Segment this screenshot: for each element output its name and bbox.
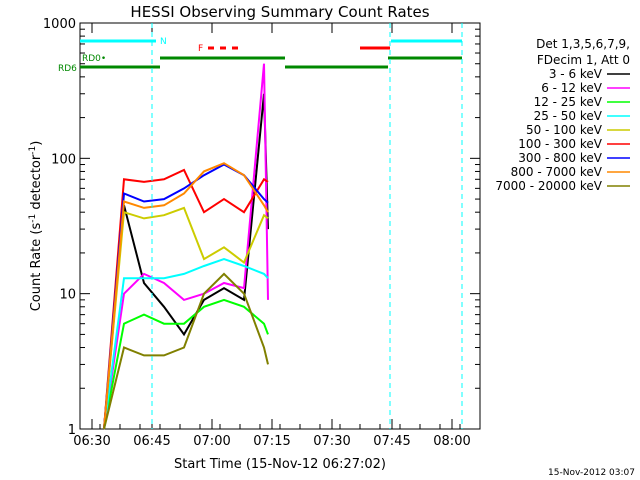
legend-header-1: Det 1,3,5,6,7,9, — [536, 37, 630, 51]
series-group — [103, 63, 269, 430]
legend-label: 50 - 100 keV — [526, 123, 603, 137]
marker-label: N — [160, 37, 167, 47]
legend-label: 6 - 12 keV — [541, 81, 603, 95]
series-line — [103, 168, 269, 430]
legend-label: 12 - 25 keV — [534, 95, 603, 109]
legend-label: 300 - 800 keV — [518, 151, 602, 165]
marker-label: RD0• — [82, 54, 106, 64]
plot-area — [79, 22, 481, 430]
legend-label: 100 - 300 keV — [518, 137, 602, 151]
plot-frame — [79, 22, 481, 430]
series-line — [103, 258, 269, 430]
legend-header-2: FDecim 1, Att 0 — [537, 53, 630, 67]
y-axis: 1 10 100 1000 — [43, 17, 480, 438]
status-markers: N F RD0• RD6 — [58, 23, 463, 429]
legend-label: 800 - 7000 keV — [511, 165, 603, 179]
x-tick-label: 08:00 — [433, 434, 470, 449]
y-tick-label: 1 — [68, 423, 76, 438]
x-tick-label: 07:30 — [313, 434, 350, 449]
y-tick-label: 1000 — [43, 17, 76, 32]
series-line — [103, 298, 269, 430]
footer-date: 15-Nov-2012 03:07 — [548, 468, 635, 478]
y-axis-title: Count Rate (s-1 detector-1) — [28, 141, 44, 312]
y-tick-label: 10 — [59, 288, 76, 303]
series-line — [103, 63, 269, 430]
series-line — [103, 206, 269, 430]
marker-label: F — [198, 44, 203, 54]
series-line — [103, 272, 269, 430]
x-tick-label: 07:45 — [373, 434, 410, 449]
series-line — [103, 162, 269, 430]
chart-title: HESSI Observing Summary Count Rates — [130, 3, 429, 21]
x-tick-label: 07:15 — [253, 434, 290, 449]
marker-label: RD6 — [58, 64, 77, 74]
legend-label: 7000 - 20000 keV — [495, 179, 602, 193]
x-tick-label: 07:00 — [193, 434, 230, 449]
legend-label: 3 - 6 keV — [549, 67, 603, 81]
legend: Det 1,3,5,6,7,9, FDecim 1, Att 0 3 - 6 k… — [495, 37, 630, 193]
x-axis-title: Start Time (15-Nov-12 06:27:02) — [174, 457, 386, 472]
y-tick-label: 100 — [51, 152, 76, 167]
x-tick-label: 06:30 — [73, 434, 110, 449]
x-axis: 06:30 06:45 07:00 07:15 07:30 07:45 08:00 — [73, 23, 481, 449]
x-tick-label: 06:45 — [133, 434, 170, 449]
legend-label: 25 - 50 keV — [534, 109, 603, 123]
